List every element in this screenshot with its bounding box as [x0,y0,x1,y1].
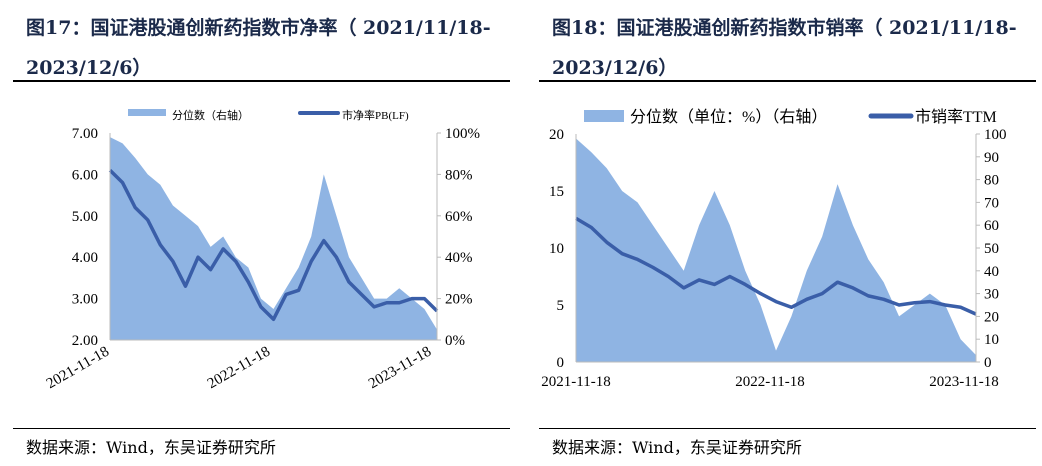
divider [13,80,510,82]
right-tick-label: 40% [445,250,473,266]
right-tick-label: 80 [984,173,999,189]
chart-title: 图17：国证港股通创新药指数市净率（ 2021/11/18-2023/12/6） [26,17,491,79]
x-tick-label: 2022-11-18 [205,344,273,393]
chart-panel-17: 图17：国证港股通创新药指数市净率（ 2021/11/18-2023/12/6）… [0,0,510,466]
chart-title: 图18：国证港股通创新药指数市销率（ 2021/11/18-2023/12/6） [552,17,1017,79]
left-tick-label: 0 [557,355,565,371]
source-note: 数据来源：Wind，东吴证券研究所 [552,438,802,457]
legend-label-area: 分位数（单位：%）（右轴） [630,108,827,126]
right-tick-label: 40 [984,264,999,280]
chart-panel-18: 图18：国证港股通创新药指数市销率（ 2021/11/18-2023/12/6）… [526,0,1036,466]
right-tick-label: 0 [984,355,992,371]
right-tick-label: 20 [984,309,999,325]
chart-17: 2.00 3.00 4.00 5.00 6.00 7.00 0% 20% 40% 60% 80% 10… [44,108,480,393]
x-tick-label: 2021-11-18 [44,344,112,393]
left-tick-label: 3.00 [72,292,98,308]
chart-18: 0 5 10 15 20 0 10 20 30 40 50 60 70 80 90 100 2021-11-18… [541,108,1007,390]
right-tick-label: 100 [984,127,1007,143]
right-tick-label: 100% [445,126,480,142]
x-tick-label: 2023-11-18 [366,344,434,393]
legend-swatch-area [584,110,624,122]
left-tick-label: 4.00 [72,250,98,266]
legend-swatch-area [128,109,166,116]
legend-label-line: 市销率TTM [915,108,997,126]
legend-label-area: 分位数（右轴） [172,108,249,122]
right-tick-label: 10 [984,332,999,348]
right-tick-label: 0% [445,333,465,349]
right-tick-label: 60 [984,218,999,234]
divider [539,428,1036,429]
right-tick-label: 50 [984,241,999,257]
right-tick-label: 90 [984,150,999,166]
left-tick-label: 6.00 [72,167,98,183]
x-tick-label: 2021-11-18 [541,374,610,390]
right-tick-label: 80% [445,167,473,183]
right-tick-label: 60% [445,209,473,225]
left-tick-label: 15 [549,184,564,200]
x-tick-label: 2023-11-18 [929,374,998,390]
percentile-area [576,138,976,362]
left-tick-label: 7.00 [72,126,98,142]
right-tick-label: 70 [984,195,999,211]
divider [13,428,510,429]
divider [539,80,1036,82]
right-tick-label: 30 [984,287,999,303]
x-tick-label: 2022-11-18 [735,374,804,390]
legend-label-line: 市净率PB(LF) [342,108,409,122]
left-tick-label: 10 [549,241,564,257]
left-tick-label: 20 [549,127,564,143]
right-tick-label: 20% [445,292,473,308]
left-tick-label: 2.00 [72,333,98,349]
left-tick-label: 5.00 [72,209,98,225]
left-tick-label: 5 [557,298,565,314]
source-note: 数据来源：Wind，东吴证券研究所 [26,438,276,457]
